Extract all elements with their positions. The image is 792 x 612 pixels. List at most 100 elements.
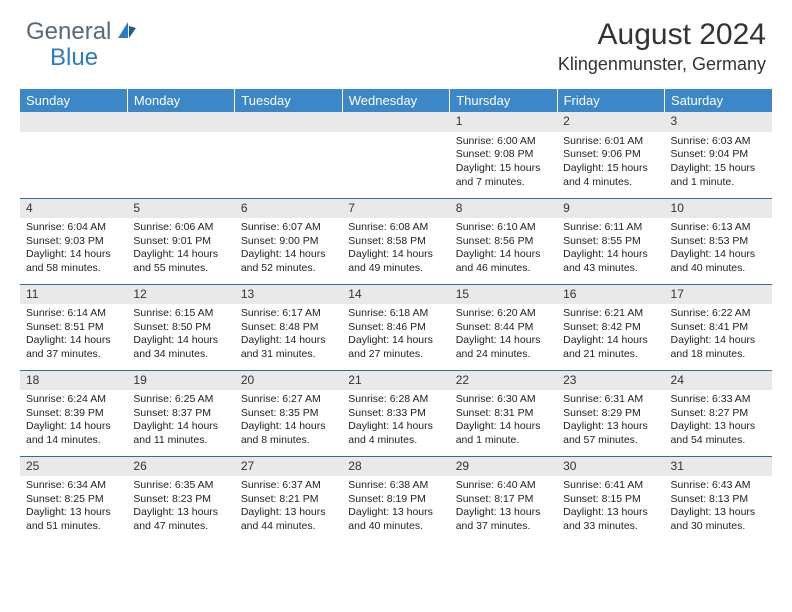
sunrise-line: Sunrise: 6:13 AM <box>671 221 766 235</box>
day-data: Sunrise: 6:41 AMSunset: 8:15 PMDaylight:… <box>557 476 664 538</box>
title-block: August 2024 Klingenmunster, Germany <box>558 18 766 75</box>
weekday-header: Sunday <box>20 89 127 112</box>
sunrise-line: Sunrise: 6:35 AM <box>133 479 228 493</box>
day-data: Sunrise: 6:30 AMSunset: 8:31 PMDaylight:… <box>450 390 557 452</box>
daylight-line: Daylight: 14 hours and 37 minutes. <box>26 334 121 361</box>
day-data: Sunrise: 6:13 AMSunset: 8:53 PMDaylight:… <box>665 218 772 280</box>
sunset-line: Sunset: 8:19 PM <box>348 493 443 507</box>
calendar-day-cell: 5Sunrise: 6:06 AMSunset: 9:01 PMDaylight… <box>127 198 234 284</box>
day-data: Sunrise: 6:22 AMSunset: 8:41 PMDaylight:… <box>665 304 772 366</box>
calendar-day-cell: 9Sunrise: 6:11 AMSunset: 8:55 PMDaylight… <box>557 198 664 284</box>
calendar-day-cell: 18Sunrise: 6:24 AMSunset: 8:39 PMDayligh… <box>20 370 127 456</box>
month-title: August 2024 <box>558 18 766 52</box>
weekday-header: Monday <box>127 89 234 112</box>
calendar-week-row: 11Sunrise: 6:14 AMSunset: 8:51 PMDayligh… <box>20 284 772 370</box>
daylight-line: Daylight: 13 hours and 30 minutes. <box>671 506 766 533</box>
calendar-day-cell <box>342 112 449 198</box>
daylight-line: Daylight: 14 hours and 31 minutes. <box>241 334 336 361</box>
day-number: 7 <box>342 199 449 219</box>
sunrise-line: Sunrise: 6:15 AM <box>133 307 228 321</box>
sunset-line: Sunset: 8:15 PM <box>563 493 658 507</box>
daylight-line: Daylight: 14 hours and 1 minute. <box>456 420 551 447</box>
sunrise-line: Sunrise: 6:11 AM <box>563 221 658 235</box>
day-data: Sunrise: 6:25 AMSunset: 8:37 PMDaylight:… <box>127 390 234 452</box>
daylight-line: Daylight: 13 hours and 54 minutes. <box>671 420 766 447</box>
day-number: 30 <box>557 457 664 477</box>
day-data: Sunrise: 6:27 AMSunset: 8:35 PMDaylight:… <box>235 390 342 452</box>
calendar-day-cell: 20Sunrise: 6:27 AMSunset: 8:35 PMDayligh… <box>235 370 342 456</box>
weekday-header: Tuesday <box>235 89 342 112</box>
calendar-day-cell <box>127 112 234 198</box>
weekday-header: Saturday <box>665 89 772 112</box>
day-number: 28 <box>342 457 449 477</box>
daylight-line: Daylight: 14 hours and 24 minutes. <box>456 334 551 361</box>
sunrise-line: Sunrise: 6:21 AM <box>563 307 658 321</box>
sunset-line: Sunset: 8:29 PM <box>563 407 658 421</box>
logo: General Blue <box>26 18 140 46</box>
day-number: 23 <box>557 371 664 391</box>
daylight-line: Daylight: 13 hours and 51 minutes. <box>26 506 121 533</box>
sunset-line: Sunset: 8:33 PM <box>348 407 443 421</box>
day-number: 1 <box>450 112 557 132</box>
sunset-line: Sunset: 9:08 PM <box>456 148 551 162</box>
location: Klingenmunster, Germany <box>558 54 766 75</box>
day-number: 19 <box>127 371 234 391</box>
daylight-line: Daylight: 13 hours and 33 minutes. <box>563 506 658 533</box>
sunrise-line: Sunrise: 6:07 AM <box>241 221 336 235</box>
day-number: 24 <box>665 371 772 391</box>
daylight-line: Daylight: 14 hours and 55 minutes. <box>133 248 228 275</box>
sunset-line: Sunset: 8:48 PM <box>241 321 336 335</box>
daylight-line: Daylight: 13 hours and 57 minutes. <box>563 420 658 447</box>
day-data: Sunrise: 6:03 AMSunset: 9:04 PMDaylight:… <box>665 132 772 194</box>
sunrise-line: Sunrise: 6:34 AM <box>26 479 121 493</box>
day-number: 14 <box>342 285 449 305</box>
day-number: 12 <box>127 285 234 305</box>
day-number-empty <box>20 112 127 132</box>
calendar-day-cell: 22Sunrise: 6:30 AMSunset: 8:31 PMDayligh… <box>450 370 557 456</box>
daylight-line: Daylight: 14 hours and 46 minutes. <box>456 248 551 275</box>
sunrise-line: Sunrise: 6:10 AM <box>456 221 551 235</box>
calendar-day-cell: 23Sunrise: 6:31 AMSunset: 8:29 PMDayligh… <box>557 370 664 456</box>
calendar-table: Sunday Monday Tuesday Wednesday Thursday… <box>20 89 772 542</box>
day-number-empty <box>235 112 342 132</box>
sunrise-line: Sunrise: 6:08 AM <box>348 221 443 235</box>
sunrise-line: Sunrise: 6:38 AM <box>348 479 443 493</box>
calendar-day-cell: 12Sunrise: 6:15 AMSunset: 8:50 PMDayligh… <box>127 284 234 370</box>
sunrise-line: Sunrise: 6:14 AM <box>26 307 121 321</box>
calendar-day-cell: 29Sunrise: 6:40 AMSunset: 8:17 PMDayligh… <box>450 456 557 542</box>
calendar-day-cell: 7 Sunrise: 6:08 AMSunset: 8:58 PMDaylight… <box>342 198 449 284</box>
day-data: Sunrise: 6:43 AMSunset: 8:13 PMDaylight:… <box>665 476 772 538</box>
calendar-day-cell: 26Sunrise: 6:35 AMSunset: 8:23 PMDayligh… <box>127 456 234 542</box>
calendar-day-cell: 30Sunrise: 6:41 AMSunset: 8:15 PMDayligh… <box>557 456 664 542</box>
calendar-day-cell: 3Sunrise: 6:03 AMSunset: 9:04 PMDaylight… <box>665 112 772 198</box>
sunset-line: Sunset: 8:58 PM <box>348 235 443 249</box>
sail-icon <box>116 20 138 45</box>
day-number: 11 <box>20 285 127 305</box>
calendar-day-cell: 21Sunrise: 6:28 AMSunset: 8:33 PMDayligh… <box>342 370 449 456</box>
logo-text-general: General <box>26 18 111 46</box>
daylight-line: Daylight: 14 hours and 52 minutes. <box>241 248 336 275</box>
sunset-line: Sunset: 8:27 PM <box>671 407 766 421</box>
daylight-line: Daylight: 14 hours and 21 minutes. <box>563 334 658 361</box>
day-number: 31 <box>665 457 772 477</box>
day-data: Sunrise: 6:10 AMSunset: 8:56 PMDaylight:… <box>450 218 557 280</box>
day-data: Sunrise: 6:00 AMSunset: 9:08 PMDaylight:… <box>450 132 557 194</box>
sunset-line: Sunset: 9:00 PM <box>241 235 336 249</box>
daylight-line: Daylight: 14 hours and 4 minutes. <box>348 420 443 447</box>
sunset-line: Sunset: 9:04 PM <box>671 148 766 162</box>
calendar-day-cell: 6 Sunrise: 6:07 AMSunset: 9:00 PMDaylight… <box>235 198 342 284</box>
sunrise-line: Sunrise: 6:01 AM <box>563 135 658 149</box>
sunset-line: Sunset: 8:46 PM <box>348 321 443 335</box>
day-data: Sunrise: 6:33 AMSunset: 8:27 PMDaylight:… <box>665 390 772 452</box>
sunset-line: Sunset: 8:21 PM <box>241 493 336 507</box>
daylight-line: Daylight: 14 hours and 8 minutes. <box>241 420 336 447</box>
calendar-day-cell: 16Sunrise: 6:21 AMSunset: 8:42 PMDayligh… <box>557 284 664 370</box>
daylight-line: Daylight: 14 hours and 14 minutes. <box>26 420 121 447</box>
day-data: Sunrise: 6:01 AMSunset: 9:06 PMDaylight:… <box>557 132 664 194</box>
day-number: 6 <box>235 199 342 219</box>
day-data: Sunrise: 6:37 AMSunset: 8:21 PMDaylight:… <box>235 476 342 538</box>
calendar-day-cell: 13Sunrise: 6:17 AMSunset: 8:48 PMDayligh… <box>235 284 342 370</box>
daylight-line: Daylight: 14 hours and 49 minutes. <box>348 248 443 275</box>
weekday-header-row: Sunday Monday Tuesday Wednesday Thursday… <box>20 89 772 112</box>
sunrise-line: Sunrise: 6:33 AM <box>671 393 766 407</box>
